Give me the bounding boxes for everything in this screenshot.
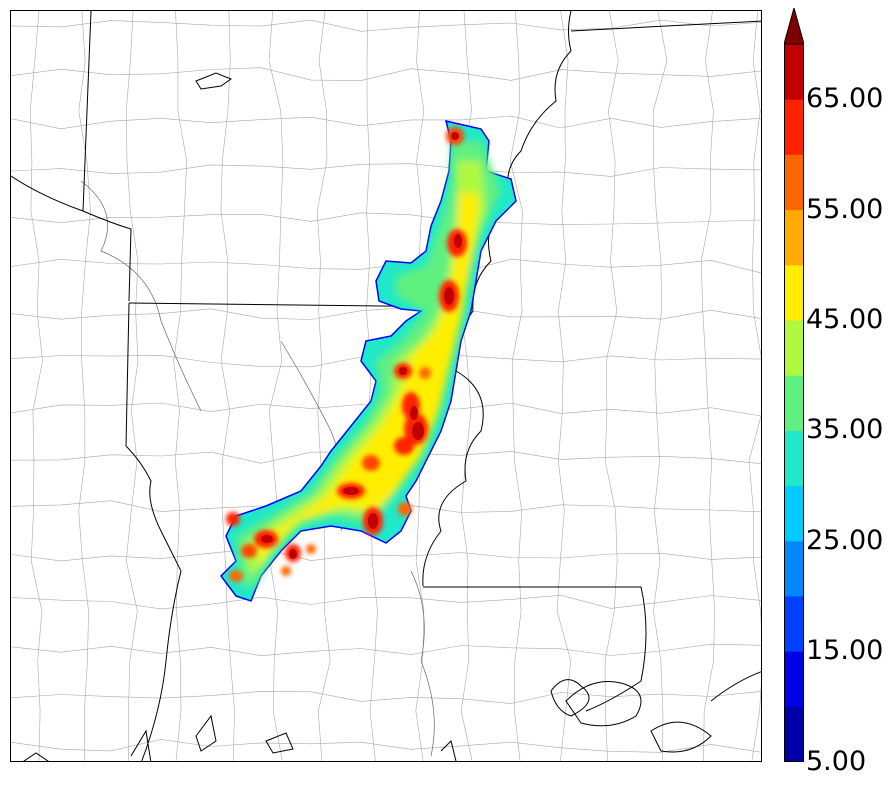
colorbar-band [784,154,804,211]
colorbar-tick-label: 25.00 [806,524,884,556]
colorbar-band [784,706,804,762]
colorbar-band [784,595,804,652]
colorbar [784,8,804,762]
colorbar-band [784,209,804,266]
colorbar-band [784,430,804,487]
colorbar-band [784,319,804,376]
colorbar-band [784,540,804,597]
colorbar-tick-label: 45.00 [806,303,884,335]
radar-map [10,10,762,762]
colorbar-tick-label: 5.00 [806,745,867,777]
reflectivity-swath [220,119,517,602]
colorbar-band [784,99,804,155]
colorbar-band [784,264,804,321]
colorbar-band [784,485,804,542]
colorbar-band [784,44,804,100]
colorbar-band [784,375,804,431]
map-canvas [11,11,761,761]
colorbar-tick-label: 65.00 [806,83,884,115]
colorbar-tick-label: 15.00 [806,635,884,667]
colorbar-outline [784,43,804,762]
colorbar-tick-label: 55.00 [806,193,884,225]
colorbar-tick-label: 35.00 [806,414,884,446]
colorbar-bands [784,44,804,762]
colorbar-extend-arrow [784,8,804,45]
colorbar-band [784,651,804,707]
reflectivity-max-cores [261,132,462,559]
